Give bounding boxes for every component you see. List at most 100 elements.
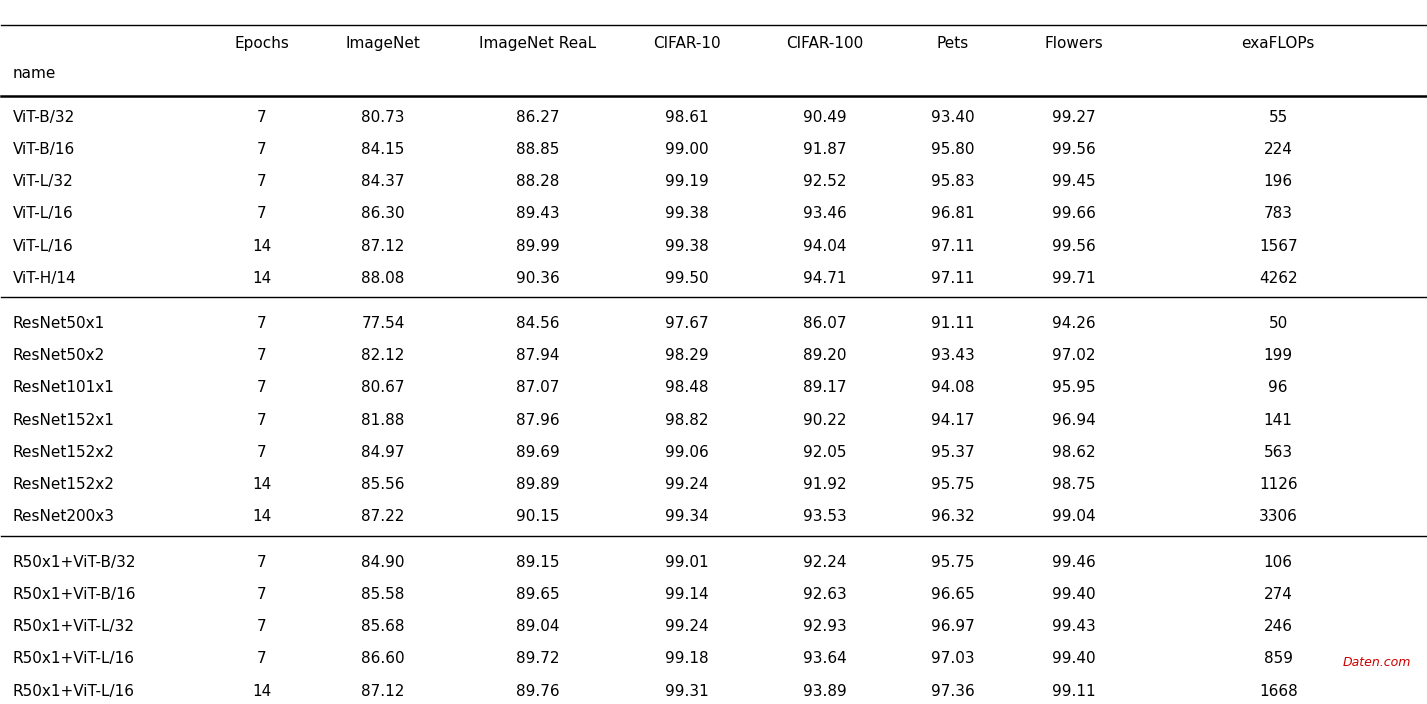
Text: 7: 7	[257, 445, 267, 460]
Text: 99.45: 99.45	[1052, 174, 1096, 189]
Text: 95.83: 95.83	[930, 174, 975, 189]
Text: 93.43: 93.43	[930, 348, 975, 363]
Text: 4262: 4262	[1259, 271, 1297, 286]
Text: 89.43: 89.43	[515, 206, 559, 221]
Text: Daten.com: Daten.com	[1343, 656, 1411, 669]
Text: 99.04: 99.04	[1052, 510, 1096, 524]
Text: 98.61: 98.61	[665, 110, 709, 125]
Text: 88.85: 88.85	[517, 142, 559, 157]
Text: 98.75: 98.75	[1052, 477, 1096, 492]
Text: 85.58: 85.58	[361, 587, 405, 602]
Text: 7: 7	[257, 651, 267, 667]
Text: 89.20: 89.20	[803, 348, 846, 363]
Text: 87.07: 87.07	[517, 380, 559, 396]
Text: 81.88: 81.88	[361, 413, 405, 428]
Text: 274: 274	[1264, 587, 1293, 602]
Text: Pets: Pets	[936, 36, 969, 51]
Text: 97.11: 97.11	[930, 239, 975, 253]
Text: 80.67: 80.67	[361, 380, 405, 396]
Text: ResNet50x2: ResNet50x2	[13, 348, 106, 363]
Text: 99.19: 99.19	[665, 174, 709, 189]
Text: exaFLOPs: exaFLOPs	[1241, 36, 1314, 51]
Text: 93.40: 93.40	[930, 110, 975, 125]
Text: CIFAR-10: CIFAR-10	[654, 36, 721, 51]
Text: ResNet152x1: ResNet152x1	[13, 413, 114, 428]
Text: 77.54: 77.54	[361, 316, 405, 331]
Text: 224: 224	[1264, 142, 1293, 157]
Text: 92.93: 92.93	[803, 620, 846, 634]
Text: 85.56: 85.56	[361, 477, 405, 492]
Text: R50x1+ViT-L/16: R50x1+ViT-L/16	[13, 684, 134, 698]
Text: 80.73: 80.73	[361, 110, 405, 125]
Text: 7: 7	[257, 174, 267, 189]
Text: 89.69: 89.69	[515, 445, 559, 460]
Text: ResNet50x1: ResNet50x1	[13, 316, 106, 331]
Text: 14: 14	[253, 239, 271, 253]
Text: 86.07: 86.07	[803, 316, 846, 331]
Text: 82.12: 82.12	[361, 348, 405, 363]
Text: 563: 563	[1264, 445, 1293, 460]
Text: CIFAR-100: CIFAR-100	[786, 36, 863, 51]
Text: 92.52: 92.52	[803, 174, 846, 189]
Text: 196: 196	[1264, 174, 1293, 189]
Text: 199: 199	[1264, 348, 1293, 363]
Text: 7: 7	[257, 413, 267, 428]
Text: ResNet152x2: ResNet152x2	[13, 445, 114, 460]
Text: 91.87: 91.87	[803, 142, 846, 157]
Text: 99.38: 99.38	[665, 239, 709, 253]
Text: ImageNet ReaL: ImageNet ReaL	[479, 36, 596, 51]
Text: 783: 783	[1264, 206, 1293, 221]
Text: 87.12: 87.12	[361, 239, 405, 253]
Text: 3306: 3306	[1259, 510, 1297, 524]
Text: 88.08: 88.08	[361, 271, 405, 286]
Text: 97.36: 97.36	[930, 684, 975, 698]
Text: 7: 7	[257, 380, 267, 396]
Text: 1126: 1126	[1259, 477, 1297, 492]
Text: 95.95: 95.95	[1052, 380, 1096, 396]
Text: 86.60: 86.60	[361, 651, 405, 667]
Text: 99.24: 99.24	[665, 620, 709, 634]
Text: ViT-L/16: ViT-L/16	[13, 239, 74, 253]
Text: R50x1+ViT-B/32: R50x1+ViT-B/32	[13, 555, 137, 570]
Text: ResNet101x1: ResNet101x1	[13, 380, 114, 396]
Text: ViT-L/16: ViT-L/16	[13, 206, 74, 221]
Text: 1668: 1668	[1259, 684, 1297, 698]
Text: 96.94: 96.94	[1052, 413, 1096, 428]
Text: 90.49: 90.49	[803, 110, 846, 125]
Text: 859: 859	[1264, 651, 1293, 667]
Text: 141: 141	[1264, 413, 1293, 428]
Text: 94.08: 94.08	[930, 380, 975, 396]
Text: 89.65: 89.65	[515, 587, 559, 602]
Text: 89.89: 89.89	[515, 477, 559, 492]
Text: ImageNet: ImageNet	[345, 36, 421, 51]
Text: 7: 7	[257, 110, 267, 125]
Text: 99.06: 99.06	[665, 445, 709, 460]
Text: 99.14: 99.14	[665, 587, 709, 602]
Text: 7: 7	[257, 348, 267, 363]
Text: Flowers: Flowers	[1045, 36, 1103, 51]
Text: ResNet200x3: ResNet200x3	[13, 510, 114, 524]
Text: 7: 7	[257, 587, 267, 602]
Text: 84.37: 84.37	[361, 174, 405, 189]
Text: 95.37: 95.37	[930, 445, 975, 460]
Text: 99.56: 99.56	[1052, 239, 1096, 253]
Text: 87.94: 87.94	[515, 348, 559, 363]
Text: 97.11: 97.11	[930, 271, 975, 286]
Text: ViT-L/32: ViT-L/32	[13, 174, 74, 189]
Text: 7: 7	[257, 555, 267, 570]
Text: 94.04: 94.04	[803, 239, 846, 253]
Text: 99.43: 99.43	[1052, 620, 1096, 634]
Text: 94.26: 94.26	[1052, 316, 1096, 331]
Text: 94.17: 94.17	[930, 413, 975, 428]
Text: 98.29: 98.29	[665, 348, 709, 363]
Text: 99.31: 99.31	[665, 684, 709, 698]
Text: 14: 14	[253, 271, 271, 286]
Text: 7: 7	[257, 206, 267, 221]
Text: Epochs: Epochs	[234, 36, 290, 51]
Text: 1567: 1567	[1259, 239, 1297, 253]
Text: 55: 55	[1269, 110, 1287, 125]
Text: 90.36: 90.36	[515, 271, 559, 286]
Text: 99.38: 99.38	[665, 206, 709, 221]
Text: 7: 7	[257, 316, 267, 331]
Text: 98.82: 98.82	[665, 413, 709, 428]
